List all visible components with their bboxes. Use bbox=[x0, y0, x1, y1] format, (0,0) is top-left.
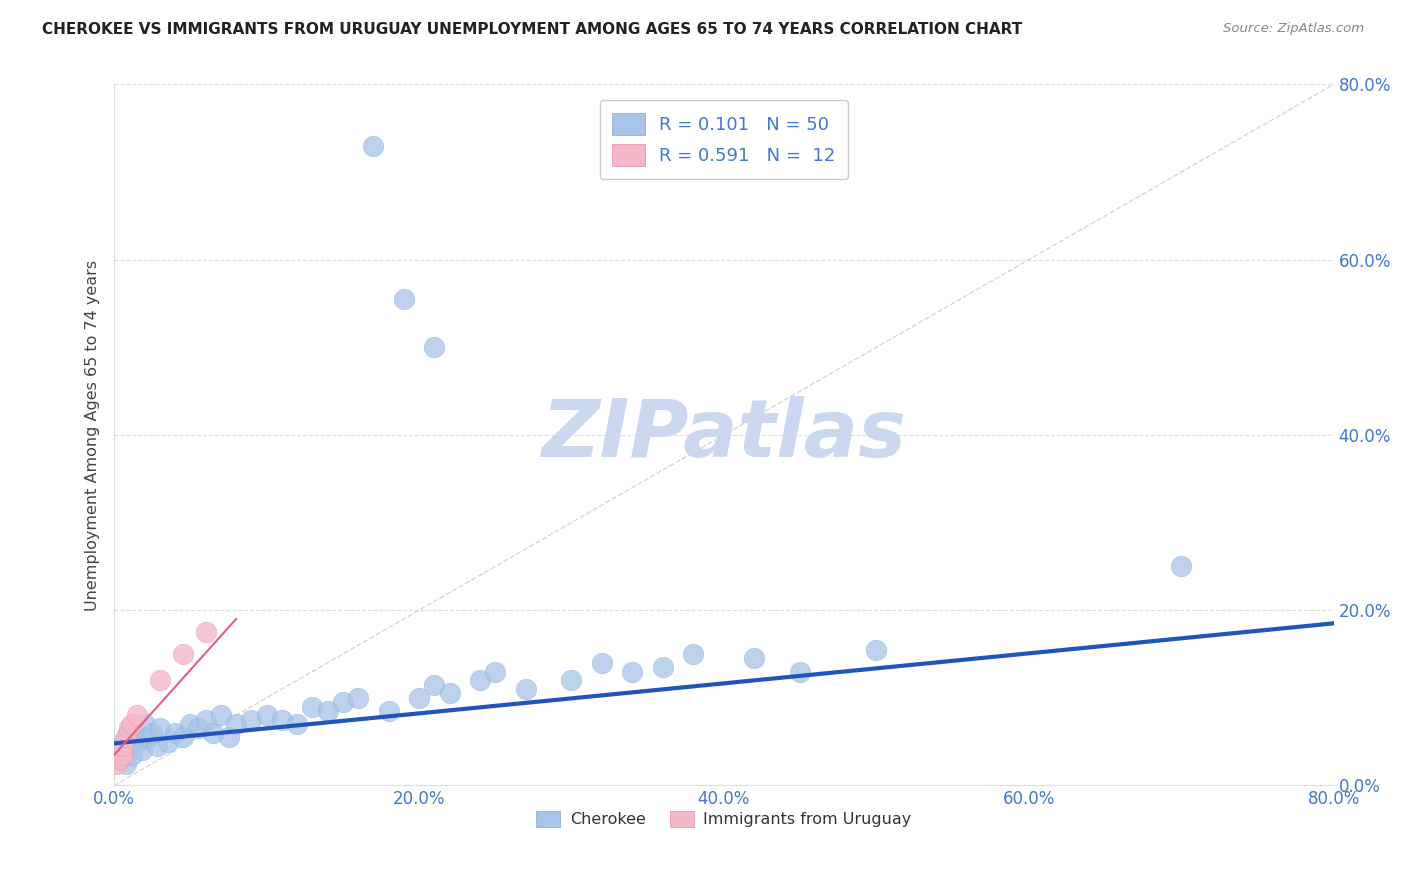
Point bbox=[194, 625, 217, 640]
Text: ZIPatlas: ZIPatlas bbox=[541, 396, 907, 474]
Point bbox=[172, 647, 194, 661]
Point bbox=[423, 678, 446, 692]
Point bbox=[110, 752, 132, 766]
Point bbox=[115, 731, 138, 745]
Point bbox=[125, 734, 148, 748]
Point bbox=[468, 673, 491, 688]
Point bbox=[865, 642, 887, 657]
Point bbox=[202, 726, 225, 740]
Point bbox=[187, 722, 209, 736]
Point bbox=[347, 690, 370, 705]
Point bbox=[146, 739, 169, 753]
Text: Source: ZipAtlas.com: Source: ZipAtlas.com bbox=[1223, 22, 1364, 36]
Point bbox=[316, 704, 339, 718]
Point bbox=[118, 722, 141, 736]
Point bbox=[149, 722, 172, 736]
Point bbox=[270, 713, 292, 727]
Point bbox=[111, 747, 134, 762]
Point bbox=[652, 660, 675, 674]
Point bbox=[122, 731, 145, 745]
Point bbox=[134, 717, 156, 731]
Point bbox=[209, 708, 232, 723]
Point bbox=[218, 731, 240, 745]
Point bbox=[515, 681, 537, 696]
Point bbox=[621, 665, 644, 679]
Point bbox=[560, 673, 582, 688]
Point bbox=[439, 686, 461, 700]
Point bbox=[172, 731, 194, 745]
Point bbox=[682, 647, 704, 661]
Point bbox=[1170, 559, 1192, 574]
Point bbox=[256, 708, 278, 723]
Point bbox=[105, 743, 128, 757]
Point bbox=[141, 726, 163, 740]
Point bbox=[156, 734, 179, 748]
Point bbox=[121, 717, 143, 731]
Point bbox=[165, 726, 187, 740]
Point bbox=[115, 756, 138, 771]
Point bbox=[423, 340, 446, 354]
Point bbox=[225, 717, 247, 731]
Point bbox=[408, 690, 430, 705]
Legend: Cherokee, Immigrants from Uruguay: Cherokee, Immigrants from Uruguay bbox=[530, 805, 918, 833]
Point bbox=[744, 651, 766, 665]
Point bbox=[105, 756, 128, 771]
Point bbox=[789, 665, 811, 679]
Point bbox=[363, 138, 385, 153]
Point bbox=[117, 726, 139, 740]
Point bbox=[149, 673, 172, 688]
Point bbox=[591, 656, 613, 670]
Point bbox=[110, 743, 132, 757]
Point bbox=[301, 699, 323, 714]
Point bbox=[392, 292, 415, 306]
Point bbox=[118, 739, 141, 753]
Text: CHEROKEE VS IMMIGRANTS FROM URUGUAY UNEMPLOYMENT AMONG AGES 65 TO 74 YEARS CORRE: CHEROKEE VS IMMIGRANTS FROM URUGUAY UNEM… bbox=[42, 22, 1022, 37]
Point bbox=[240, 713, 263, 727]
Point bbox=[377, 704, 399, 718]
Point bbox=[194, 713, 217, 727]
Point bbox=[484, 665, 506, 679]
Point bbox=[332, 695, 354, 709]
Y-axis label: Unemployment Among Ages 65 to 74 years: Unemployment Among Ages 65 to 74 years bbox=[86, 260, 100, 610]
Point bbox=[112, 739, 135, 753]
Point bbox=[112, 734, 135, 748]
Point bbox=[179, 717, 201, 731]
Point bbox=[285, 717, 308, 731]
Point bbox=[121, 747, 143, 762]
Point bbox=[125, 708, 148, 723]
Point bbox=[131, 743, 153, 757]
Point bbox=[107, 752, 129, 766]
Point bbox=[136, 731, 159, 745]
